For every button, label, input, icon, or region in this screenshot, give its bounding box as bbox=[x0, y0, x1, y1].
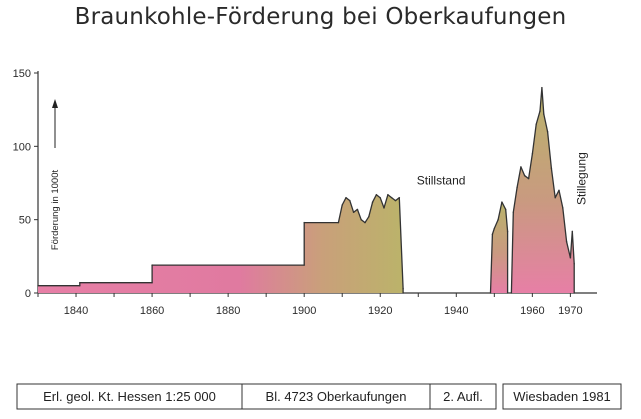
data-point bbox=[491, 233, 494, 236]
series-area-2 bbox=[490, 202, 508, 293]
footer-cell-text: Erl. geol. Kt. Hessen 1:25 000 bbox=[43, 389, 216, 404]
data-point bbox=[79, 281, 81, 284]
x-tick-label: 1920 bbox=[368, 305, 392, 317]
footer-cell-text: Bl. 4723 Oberkaufungen bbox=[266, 389, 407, 404]
data-point bbox=[571, 230, 574, 233]
data-point bbox=[364, 221, 366, 224]
data-point bbox=[383, 207, 385, 209]
data-point bbox=[523, 174, 526, 177]
series-area-1 bbox=[38, 194, 404, 293]
data-point bbox=[510, 292, 513, 294]
y-tick-label: 100 bbox=[13, 141, 31, 153]
data-point bbox=[151, 264, 153, 266]
data-point bbox=[387, 193, 389, 196]
data-point bbox=[527, 177, 530, 180]
annotations: Stillstand Stillegung bbox=[417, 152, 589, 205]
data-point bbox=[402, 292, 404, 294]
data-point bbox=[506, 292, 509, 294]
data-point bbox=[493, 227, 496, 230]
x-tick-label: 1960 bbox=[520, 305, 544, 317]
data-point bbox=[512, 211, 515, 214]
series-layer bbox=[37, 86, 575, 294]
footer-cell-text: 2. Aufl. bbox=[443, 389, 483, 404]
data-point bbox=[565, 240, 568, 243]
footer-cell-text: Wiesbaden 1981 bbox=[513, 389, 611, 404]
data-point bbox=[398, 196, 401, 199]
series-outline-1 bbox=[38, 194, 404, 293]
data-point bbox=[352, 211, 355, 214]
data-point bbox=[151, 281, 153, 284]
y-tick-label: 50 bbox=[19, 215, 31, 227]
y-axis-label-group: Förderung in 1000t bbox=[50, 99, 61, 250]
data-point bbox=[37, 284, 39, 287]
annotation-stillstand: Stillstand bbox=[417, 173, 466, 187]
x-tick-label: 1840 bbox=[64, 305, 88, 317]
data-point bbox=[543, 113, 545, 115]
x-tick-label: 1970 bbox=[558, 305, 582, 317]
data-point bbox=[504, 208, 507, 211]
series-area-3 bbox=[511, 87, 575, 293]
y-tick-label: 150 bbox=[13, 68, 31, 80]
data-point bbox=[79, 284, 81, 287]
data-point bbox=[541, 86, 543, 89]
series-outline-2 bbox=[489, 201, 509, 294]
footer-cell bbox=[429, 383, 497, 410]
data-point bbox=[506, 230, 509, 233]
data-point bbox=[337, 221, 340, 224]
x-tick-label: 1860 bbox=[140, 305, 164, 317]
data-point bbox=[402, 287, 404, 290]
data-point bbox=[546, 130, 549, 133]
data-point bbox=[371, 201, 374, 203]
y-axis-arrow-icon bbox=[52, 99, 58, 108]
data-point bbox=[535, 123, 537, 126]
data-point bbox=[520, 166, 522, 168]
footer-cell bbox=[502, 383, 622, 410]
data-point bbox=[554, 196, 556, 199]
data-point bbox=[558, 189, 560, 192]
data-point bbox=[390, 196, 393, 199]
data-point bbox=[516, 186, 518, 189]
data-point bbox=[531, 152, 534, 155]
data-point bbox=[356, 208, 359, 211]
data-point bbox=[573, 292, 575, 294]
data-point bbox=[360, 218, 363, 221]
data-point bbox=[379, 196, 382, 199]
data-point bbox=[550, 167, 553, 170]
data-point bbox=[303, 264, 306, 266]
annotation-stillegung: Stillegung bbox=[575, 152, 589, 205]
data-point bbox=[394, 199, 397, 202]
data-point bbox=[501, 201, 503, 203]
data-point bbox=[349, 199, 351, 202]
data-point bbox=[303, 221, 306, 224]
y-axis-label: Förderung in 1000t bbox=[50, 170, 61, 251]
data-point bbox=[569, 257, 572, 259]
y-tick-label: 0 bbox=[25, 288, 31, 300]
data-point bbox=[489, 292, 492, 294]
data-point bbox=[345, 196, 347, 199]
data-point bbox=[368, 215, 370, 218]
chart-title: Braunkohle-Förderung bei Oberkaufungen bbox=[74, 4, 567, 30]
data-point bbox=[573, 262, 575, 265]
x-tick-label: 1880 bbox=[216, 305, 240, 317]
x-tick-label: 1940 bbox=[444, 305, 468, 317]
footer-citation: Erl. geol. Kt. Hessen 1:25 000 Bl. 4723 O… bbox=[16, 383, 622, 410]
data-point bbox=[562, 207, 564, 209]
x-tick-label: 1900 bbox=[292, 305, 316, 317]
axes: 0 50 100 150 1840 1860 1880 1900 1920 1940 1960 197… bbox=[13, 68, 597, 317]
data-point bbox=[497, 218, 499, 221]
data-point bbox=[539, 110, 541, 112]
data-point bbox=[341, 204, 344, 206]
data-point bbox=[375, 193, 378, 196]
